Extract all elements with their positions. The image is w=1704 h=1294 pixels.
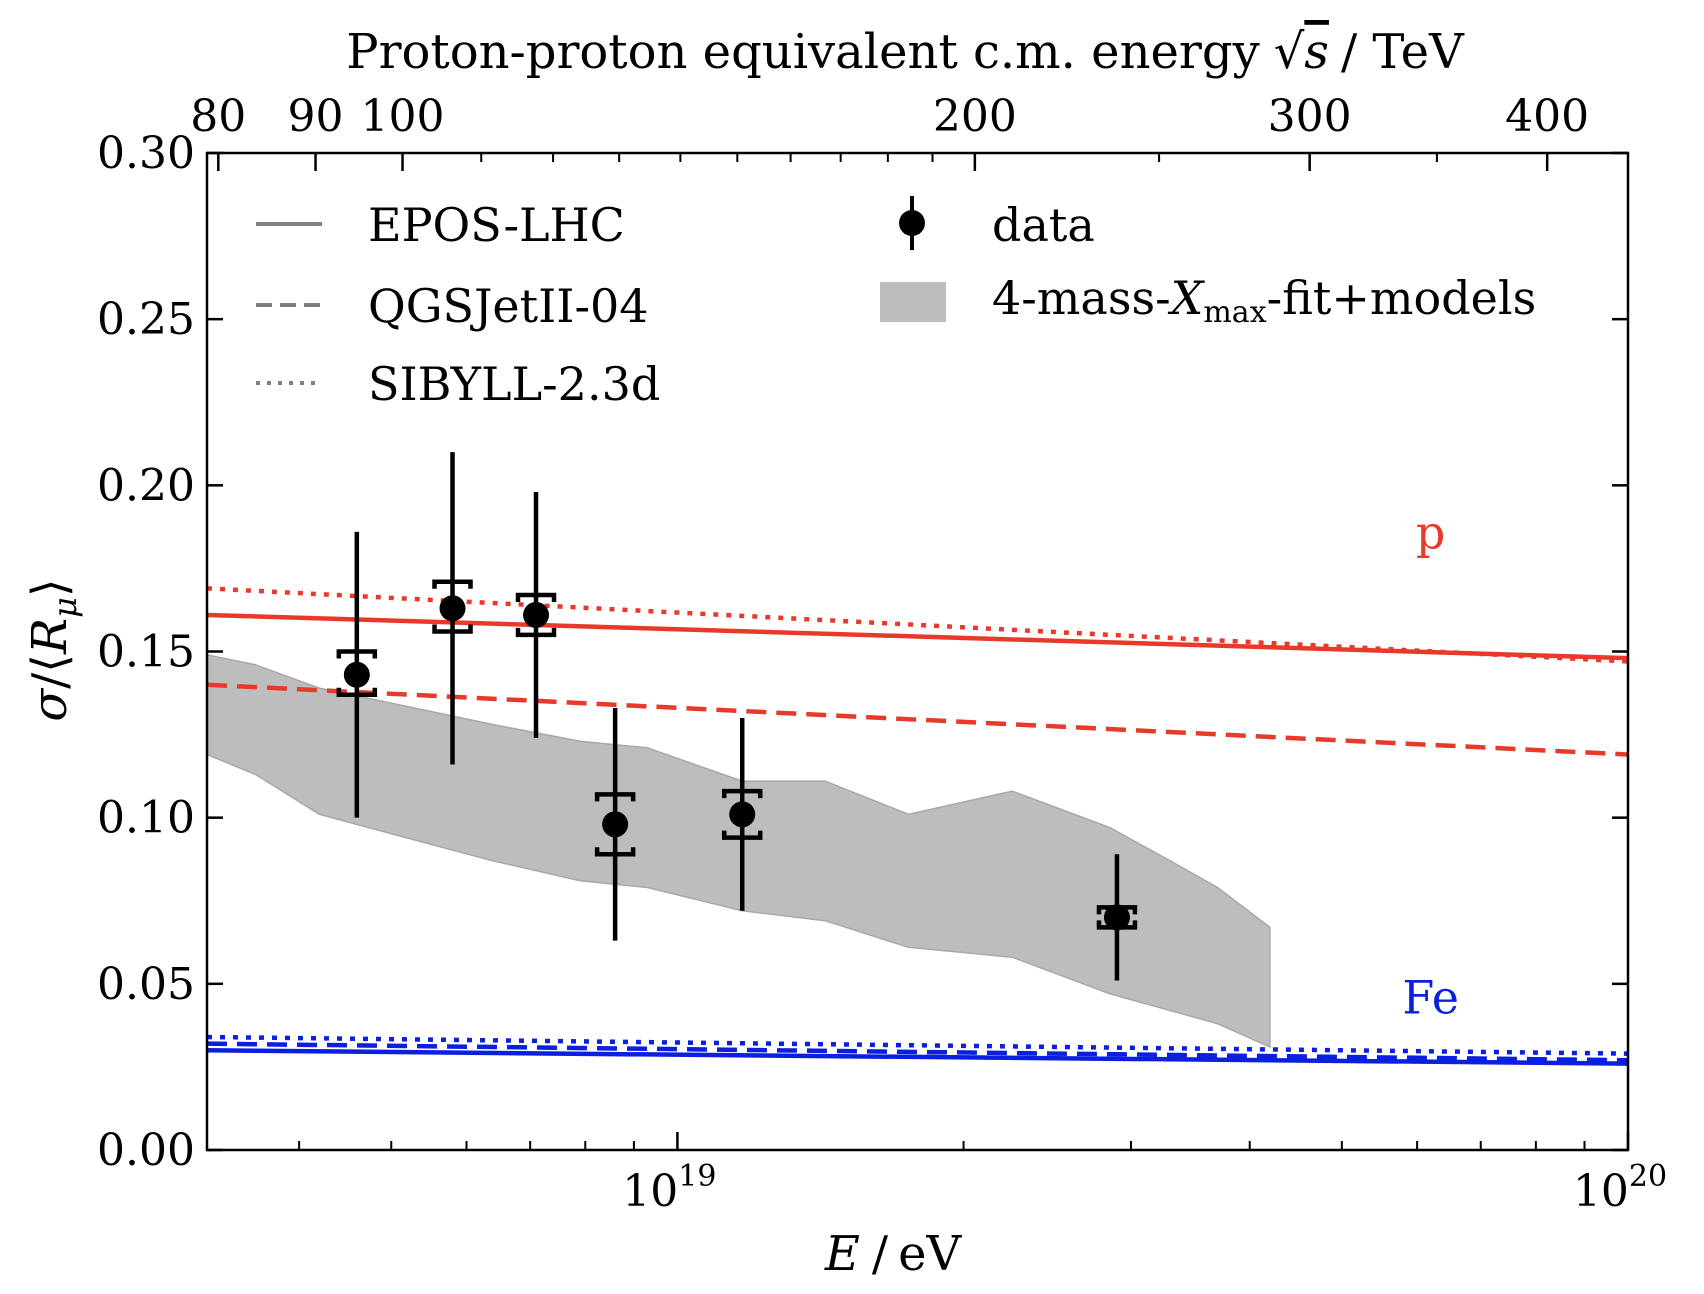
y-tick-label-3: 0.15 <box>97 627 195 678</box>
model-line-fe-sibyll-2-3d <box>206 1034 1629 1056</box>
annotations-layer: p Fe <box>1402 505 1459 1024</box>
y-tick-label-2: 0.10 <box>97 793 195 844</box>
xmax-fit-band <box>206 653 1271 1049</box>
data-point-4 <box>729 801 756 828</box>
top-tick-label-4: 300 <box>1268 91 1352 142</box>
y-tick-label-0: 0.00 <box>97 1125 195 1176</box>
sys-bracket-high-1 <box>432 579 473 589</box>
data-points-layer <box>336 452 1138 981</box>
top-tick-label-2: 100 <box>361 91 445 142</box>
band-layer <box>206 653 1271 1049</box>
legend-label-qgsjet: QGSJetII-04 <box>368 279 649 333</box>
legend-label-band: 4-mass-Xmax-fit+models <box>992 271 1536 330</box>
sys-bracket-high-2 <box>515 592 557 603</box>
sys-bracket-high-3 <box>594 792 636 802</box>
legend: EPOS-LHC QGSJetII-04 SIBYLL-2.3d data 4-… <box>256 196 1536 411</box>
sys-bracket-low-4 <box>721 830 763 840</box>
tick-labels-layer: 0.00 0.05 0.10 0.15 0.20 0.25 0.30 1019 1020 80 90… <box>97 91 1667 1217</box>
sys-bracket-high-4 <box>721 788 763 799</box>
legend-label-data: data <box>992 198 1095 252</box>
model-line-fe-epos-lhc <box>206 1048 1629 1066</box>
x-tick-label-0: 1019 <box>622 1159 716 1217</box>
top-tick-label-3: 200 <box>933 91 1017 142</box>
data-point-2 <box>523 601 550 628</box>
legend-label-sibyll: SIBYLL-2.3d <box>368 357 660 411</box>
data-point-0 <box>343 661 370 688</box>
ticks-layer <box>207 151 1630 1152</box>
sys-bracket-high-0 <box>336 649 378 659</box>
y-tick-label-6: 0.30 <box>97 128 195 179</box>
sys-bracket-low-0 <box>336 687 378 697</box>
model-lines-layer <box>206 586 1629 1066</box>
sys-bracket-low-1 <box>432 624 473 634</box>
annotation-fe: Fe <box>1402 971 1459 1025</box>
y-tick-label-5: 0.25 <box>97 294 195 345</box>
legend-label-epos: EPOS-LHC <box>368 198 625 252</box>
top-axis-title: Proton-proton equivalent c.m. energy √s / … <box>346 24 1465 80</box>
x-tick-label-1: 1020 <box>1573 1159 1667 1217</box>
y-axis-title: σ/⟨Rμ⟩ <box>22 578 84 721</box>
annotation-p: p <box>1416 505 1445 559</box>
sys-bracket-low-3 <box>594 847 636 857</box>
model-line-p-qgsjetii-04 <box>206 682 1629 757</box>
legend-swatch-band <box>880 282 946 322</box>
top-tick-label-0: 80 <box>190 91 246 142</box>
y-tick-label-1: 0.05 <box>97 959 195 1010</box>
model-line-fe-qgsjetii-04 <box>206 1041 1629 1063</box>
model-line-p-sibyll-2-3d <box>206 586 1629 664</box>
data-point-3 <box>602 811 629 838</box>
top-tick-label-5: 400 <box>1505 91 1589 142</box>
top-tick-label-1: 90 <box>288 91 344 142</box>
data-point-5 <box>1103 904 1130 931</box>
x-axis-title: E / eV <box>824 1226 963 1282</box>
data-point-1 <box>439 595 466 622</box>
sys-bracket-low-2 <box>515 627 557 638</box>
legend-swatch-data-marker <box>899 210 925 236</box>
y-tick-label-4: 0.20 <box>97 460 195 511</box>
